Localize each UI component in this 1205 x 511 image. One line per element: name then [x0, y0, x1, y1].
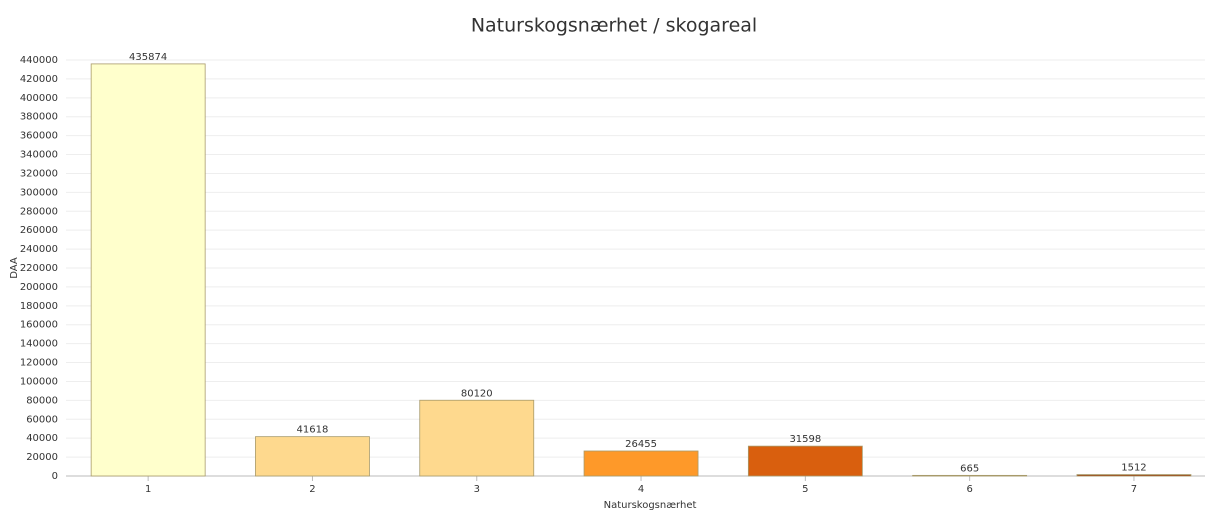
data-label: 80120	[461, 388, 493, 399]
data-label: 31598	[789, 434, 821, 445]
x-tick-label: 7	[1131, 484, 1137, 495]
x-tick-label: 4	[638, 484, 644, 495]
y-tick-label: 0	[52, 471, 58, 482]
bar	[912, 474, 1028, 477]
y-tick-label: 320000	[20, 168, 58, 179]
y-axis-label: DAA	[9, 257, 20, 279]
y-tick-label: 280000	[20, 206, 58, 217]
x-tick-label: 3	[474, 484, 480, 495]
data-label: 665	[960, 463, 979, 474]
y-tick-label: 420000	[20, 74, 58, 85]
data-label: 435874	[129, 52, 167, 63]
bar	[255, 436, 370, 477]
y-tick-label: 260000	[20, 225, 58, 236]
y-tick-label: 40000	[26, 433, 58, 444]
y-tick-label: 300000	[20, 187, 58, 198]
y-tick-label: 440000	[20, 55, 58, 66]
x-tick-label: 6	[966, 484, 972, 495]
bar	[90, 63, 206, 477]
y-tick-label: 180000	[20, 301, 58, 312]
y-tick-label: 400000	[20, 93, 58, 104]
chart-title: Naturskogsnærhet / skogareal	[471, 15, 757, 37]
x-tick-label: 5	[802, 484, 808, 495]
y-tick-label: 100000	[20, 376, 58, 387]
y-tick-label: 240000	[20, 244, 58, 255]
bar	[583, 450, 699, 477]
x-tick-label: 1	[145, 484, 151, 495]
data-label: 26455	[625, 439, 657, 450]
data-label: 41618	[297, 425, 329, 436]
y-tick-label: 340000	[20, 150, 58, 161]
y-tick-label: 140000	[20, 339, 58, 350]
data-label: 1512	[1121, 463, 1146, 474]
y-tick-label: 160000	[20, 320, 58, 331]
y-tick-label: 220000	[20, 263, 58, 274]
x-axis-label: Naturskogsnærhet	[604, 500, 697, 511]
y-tick-label: 360000	[20, 131, 58, 142]
y-tick-label: 80000	[26, 395, 58, 406]
y-tick-label: 60000	[26, 414, 58, 425]
x-tick-label: 2	[309, 484, 315, 495]
y-tick-label: 20000	[26, 452, 58, 463]
y-tick-label: 120000	[20, 358, 58, 369]
y-tick-label: 380000	[20, 112, 58, 123]
bar	[747, 445, 863, 477]
y-tick-label: 200000	[20, 282, 58, 293]
bar	[1076, 474, 1192, 477]
bar	[419, 399, 535, 477]
